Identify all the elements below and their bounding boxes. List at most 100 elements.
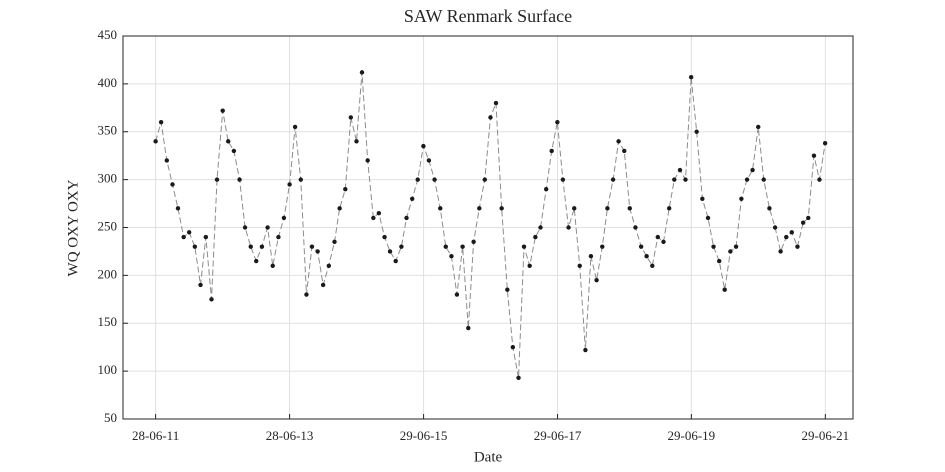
data-point <box>399 244 404 249</box>
data-point <box>454 292 460 297</box>
data-point <box>170 182 175 187</box>
data-point <box>209 297 214 302</box>
data-point <box>638 244 644 249</box>
data-point <box>505 287 510 292</box>
data-point <box>683 177 688 182</box>
data-point <box>577 263 582 268</box>
data-point <box>700 196 705 201</box>
data-point <box>270 263 275 268</box>
y-tick-label: 250 <box>98 218 118 233</box>
data-point <box>778 249 783 254</box>
x-tick-label: 29-06-21 <box>801 428 849 443</box>
plot-frame <box>122 35 854 420</box>
data-point <box>348 115 354 120</box>
data-point <box>354 139 359 144</box>
data-point <box>220 108 225 113</box>
data-point <box>560 177 566 182</box>
data-point <box>460 244 465 249</box>
y-tick-label: 350 <box>98 123 118 138</box>
data-point <box>672 177 677 182</box>
data-point <box>326 263 332 268</box>
x-tick-label: 29-06-15 <box>400 428 448 443</box>
data-point <box>605 206 610 211</box>
data-point <box>186 230 192 235</box>
data-point <box>226 139 231 144</box>
data-point <box>443 244 448 249</box>
data-point <box>705 215 711 221</box>
data-point <box>466 325 471 331</box>
data-point <box>337 206 342 211</box>
data-point <box>376 210 382 216</box>
data-point <box>203 234 209 240</box>
data-point <box>477 206 482 211</box>
data-point <box>650 263 655 268</box>
data-point <box>309 244 315 249</box>
data-point <box>387 249 393 254</box>
data-point <box>254 258 259 264</box>
data-point <box>265 225 270 230</box>
data-point <box>281 215 287 221</box>
data-point <box>666 206 672 211</box>
data-point <box>655 234 661 240</box>
data-point <box>393 258 398 264</box>
data-point <box>516 375 521 381</box>
data-point <box>343 187 348 192</box>
data-point <box>600 244 605 249</box>
data-point <box>231 148 237 154</box>
data-point <box>276 234 281 240</box>
data-point <box>756 124 761 130</box>
y-axis-label: WQ OXY OXY <box>65 179 81 276</box>
data-point <box>298 177 303 182</box>
data-point <box>784 234 789 240</box>
data-point <box>633 225 638 230</box>
x-tick-label: 28-06-11 <box>132 428 179 443</box>
data-point <box>471 239 476 245</box>
x-tick-label: 29-06-17 <box>534 428 582 443</box>
y-tick-label: 50 <box>104 410 117 425</box>
data-point <box>806 215 811 221</box>
data-point <box>555 119 560 125</box>
data-point <box>677 167 683 173</box>
data-point <box>772 225 778 230</box>
data-point <box>549 148 554 154</box>
data-point <box>359 70 365 75</box>
data-point <box>789 230 794 235</box>
data-point <box>711 244 716 249</box>
data-point <box>717 258 722 264</box>
data-point <box>242 225 248 230</box>
data-point <box>610 177 616 182</box>
x-tick-label: 29-06-19 <box>668 428 716 443</box>
data-point <box>538 225 543 230</box>
data-point <box>410 196 415 201</box>
x-tick-label: 28-06-13 <box>266 428 314 443</box>
data-point <box>499 206 504 211</box>
y-tick-label: 400 <box>98 75 118 90</box>
data-point <box>566 225 571 230</box>
data-point <box>259 244 265 249</box>
y-tick-label: 200 <box>98 266 118 281</box>
data-point <box>728 249 733 254</box>
data-point <box>493 100 499 106</box>
data-point <box>158 119 164 125</box>
data-point <box>811 153 817 158</box>
data-point <box>421 143 426 149</box>
data-point <box>415 177 420 182</box>
data-point <box>214 177 220 182</box>
data-point <box>304 292 309 297</box>
data-point <box>365 158 370 163</box>
y-tick-label: 450 <box>98 27 118 42</box>
data-point <box>594 277 599 283</box>
data-point <box>733 244 739 249</box>
data-point <box>527 263 532 268</box>
data-point <box>572 206 577 211</box>
data-point <box>616 139 621 144</box>
data-point <box>744 177 750 182</box>
data-point <box>510 344 516 350</box>
data-point <box>644 254 649 259</box>
data-point <box>739 196 744 201</box>
data-point <box>315 249 320 254</box>
data-point <box>164 158 170 163</box>
data-point <box>292 124 298 130</box>
y-tick-label: 100 <box>98 362 118 377</box>
